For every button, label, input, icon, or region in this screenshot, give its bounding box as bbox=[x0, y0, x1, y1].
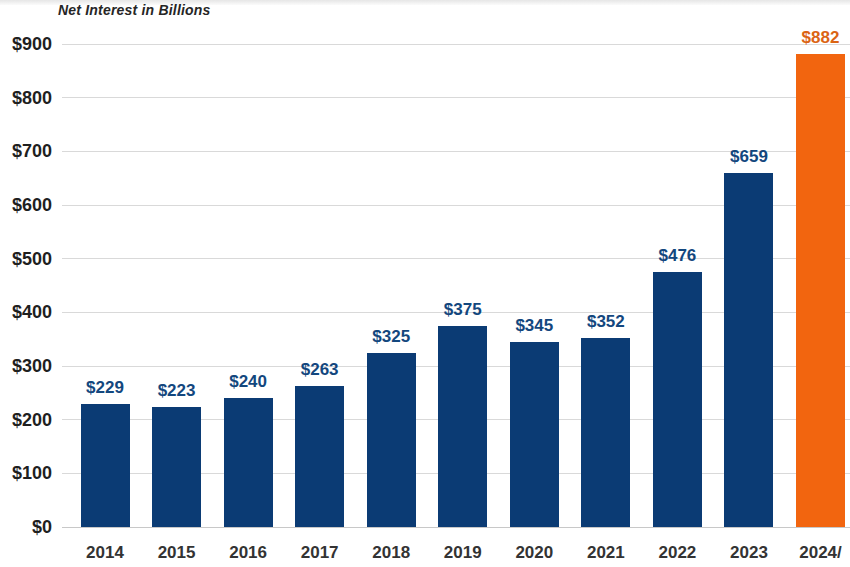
bar-2014 bbox=[81, 404, 130, 527]
bar-2022 bbox=[653, 272, 702, 527]
bar-2019 bbox=[438, 326, 487, 527]
y-axis-tick-label-700: $700 bbox=[0, 140, 52, 162]
y-axis-tick-label-800: $800 bbox=[0, 87, 52, 109]
bar-2024 bbox=[796, 54, 845, 527]
net-interest-bar-chart: Net Interest in Billions $0$100$200$300$… bbox=[0, 0, 850, 567]
y-gridline-800 bbox=[62, 97, 850, 98]
bar-2021 bbox=[581, 338, 630, 527]
bar-value-label-2024: $882 bbox=[776, 28, 850, 48]
bar-2023 bbox=[724, 173, 773, 527]
bar-value-label-2021: $352 bbox=[561, 312, 651, 332]
bar-2017 bbox=[295, 386, 344, 527]
plot-area: $0 $100 $200 $300 $400 $500 $600 $700 $800 $900 $2… bbox=[0, 0, 850, 567]
y-axis-tick-label-200: $200 bbox=[0, 409, 52, 431]
bar-2016 bbox=[224, 398, 273, 527]
y-axis-tick-label-600: $600 bbox=[0, 194, 52, 216]
bar-2020 bbox=[510, 342, 559, 527]
bar-value-label-2017: $263 bbox=[275, 360, 365, 380]
y-axis-tick-label-0: $0 bbox=[0, 516, 52, 538]
bar-value-label-2023: $659 bbox=[704, 147, 794, 167]
y-axis-tick-label-100: $100 bbox=[0, 462, 52, 484]
bar-value-label-2018: $325 bbox=[346, 327, 436, 347]
bar-2015 bbox=[152, 407, 201, 527]
y-axis-tick-label-400: $400 bbox=[0, 301, 52, 323]
y-axis-tick-label-900: $900 bbox=[0, 33, 52, 55]
bar-value-label-2022: $476 bbox=[632, 246, 722, 266]
y-gridline-900 bbox=[62, 44, 850, 45]
bar-2018 bbox=[367, 353, 416, 527]
y-axis-tick-label-500: $500 bbox=[0, 248, 52, 270]
x-axis-label-2024: 2024/ bbox=[776, 542, 850, 564]
y-axis-tick-label-300: $300 bbox=[0, 355, 52, 377]
